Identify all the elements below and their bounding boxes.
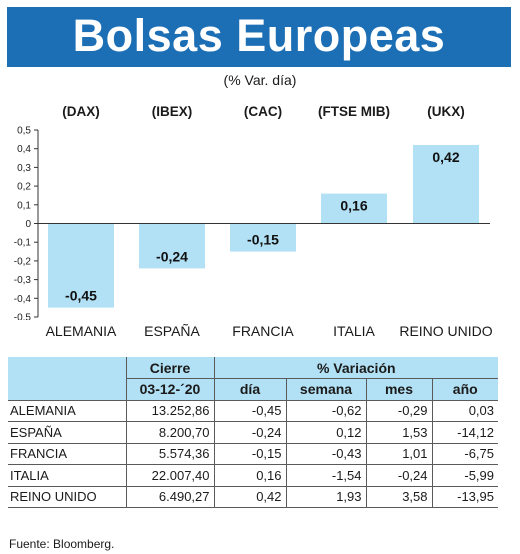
table-row: ALEMANIA 13.252,86 -0,45 -0,62 -0,29 0,0… <box>8 399 498 422</box>
index-label-dax: (DAX) <box>62 104 100 119</box>
row-semana: 1,93 <box>285 486 366 508</box>
header-anio: año <box>431 378 498 400</box>
category-label-italia: ITALIA <box>333 323 375 339</box>
header-mes: mes <box>365 378 432 400</box>
row-name: FRANCIA <box>8 443 126 465</box>
index-label-cac: (CAC) <box>243 104 283 119</box>
table-row: ESPAÑA 8.200,70 -0,24 0,12 1,53 -14,12 <box>8 421 498 444</box>
header-semana: semana <box>285 378 366 400</box>
category-label-reino-unido: REINO UNIDO <box>399 323 493 339</box>
y-tick-label: -0,2 <box>14 256 32 267</box>
bar-alemania <box>48 223 114 308</box>
y-tick-label: 0,2 <box>17 182 31 193</box>
category-label-francia: FRANCIA <box>232 323 294 339</box>
row-mes: -0,24 <box>365 464 432 487</box>
index-label-ibex: (IBEX) <box>151 104 193 119</box>
bar-value-label: -0,15 <box>247 232 279 248</box>
row-mes: -0,29 <box>365 399 432 422</box>
category-label-alemania: ALEMANIA <box>45 323 117 339</box>
bar-value-label: -0,24 <box>156 248 188 264</box>
bar-value-label: 0,42 <box>432 149 459 165</box>
y-tick-label: 0,4 <box>17 144 31 155</box>
bar-francia <box>230 223 296 252</box>
index-label-ukx: (UKX) <box>427 104 465 119</box>
row-semana: -0,62 <box>285 399 366 422</box>
row-semana: 0,12 <box>285 421 366 444</box>
y-tick-label: -0,4 <box>14 294 32 305</box>
header-dia: día <box>213 378 286 400</box>
row-name: ITALIA <box>8 464 126 487</box>
row-semana: -1,54 <box>285 464 366 487</box>
row-mes: 3,58 <box>365 486 432 508</box>
row-semana: -0,43 <box>285 443 366 465</box>
table-header-row-2: 03-12-´20 día semana mes año <box>8 378 498 400</box>
row-anio: -5,99 <box>431 464 498 487</box>
category-label-espana: ESPAÑA <box>144 323 200 339</box>
table-header-row-1: Cierre % Variación <box>8 357 498 379</box>
row-mes: 1,01 <box>365 443 432 465</box>
row-anio: -6,75 <box>431 443 498 465</box>
row-dia: -0,24 <box>213 421 286 444</box>
row-anio: -14,12 <box>431 421 498 444</box>
header-blank <box>8 357 126 379</box>
row-name: REINO UNIDO <box>8 486 126 508</box>
row-dia: 0,16 <box>213 464 286 487</box>
bar-value-label: 0,16 <box>340 198 367 214</box>
row-anio: -13,95 <box>431 486 498 508</box>
row-cierre: 8.200,70 <box>125 421 214 444</box>
table-row: ITALIA 22.007,40 0,16 -1,54 -0,24 -5,99 <box>8 464 498 487</box>
row-cierre: 22.007,40 <box>125 464 214 487</box>
chart-subtitle: (% Var. día) <box>223 72 297 88</box>
y-tick-label: -0,1 <box>14 238 32 249</box>
y-tick-label: 0,1 <box>17 200 31 211</box>
row-anio: 0,03 <box>431 399 498 422</box>
y-tick-label: 0 <box>25 219 31 230</box>
bar-value-label: -0,45 <box>65 288 97 304</box>
index-label-ftse-mib: (FTSE MIB) <box>318 104 390 119</box>
row-cierre: 6.490,27 <box>125 486 214 508</box>
header-date: 03-12-´20 <box>125 378 214 400</box>
bar-españa <box>139 223 205 269</box>
y-tick-label: -0,3 <box>14 275 32 286</box>
row-dia: -0,45 <box>213 399 286 422</box>
row-cierre: 13.252,86 <box>125 399 214 422</box>
title-banner: Bolsas Europeas <box>7 7 511 67</box>
row-name: ESPAÑA <box>8 421 126 444</box>
bar-italia <box>321 193 387 224</box>
y-tick-label: 0,3 <box>17 163 31 174</box>
row-dia: 0,42 <box>213 486 286 508</box>
bar-chart: 0,5 0,4 0,3 0,2 0,1 0 -0,1 -0,2 -0,3 -0,4 -0,5 -0,4… <box>14 126 490 321</box>
bar-reino-unido <box>413 144 479 224</box>
table-row: REINO UNIDO 6.490,27 0,42 1,93 3,58 -13,… <box>8 486 498 508</box>
chart-title: Bolsas Europeas <box>72 10 446 61</box>
header-blank-2 <box>8 378 126 400</box>
y-tick-label: 0,5 <box>17 126 31 137</box>
header-cierre: Cierre <box>125 357 214 379</box>
quotes-table: Cierre % Variación 03-12-´20 día semana … <box>8 357 498 508</box>
row-cierre: 5.574,36 <box>125 443 214 465</box>
row-name: ALEMANIA <box>8 399 126 422</box>
row-mes: 1,53 <box>365 421 432 444</box>
row-dia: -0,15 <box>213 443 286 465</box>
source-note: Fuente: Bloomberg. <box>9 537 115 551</box>
header-variacion: % Variación <box>213 357 498 379</box>
y-tick-label: -0,5 <box>14 313 32 321</box>
table-row: FRANCIA 5.574,36 -0,15 -0,43 1,01 -6,75 <box>8 443 498 465</box>
